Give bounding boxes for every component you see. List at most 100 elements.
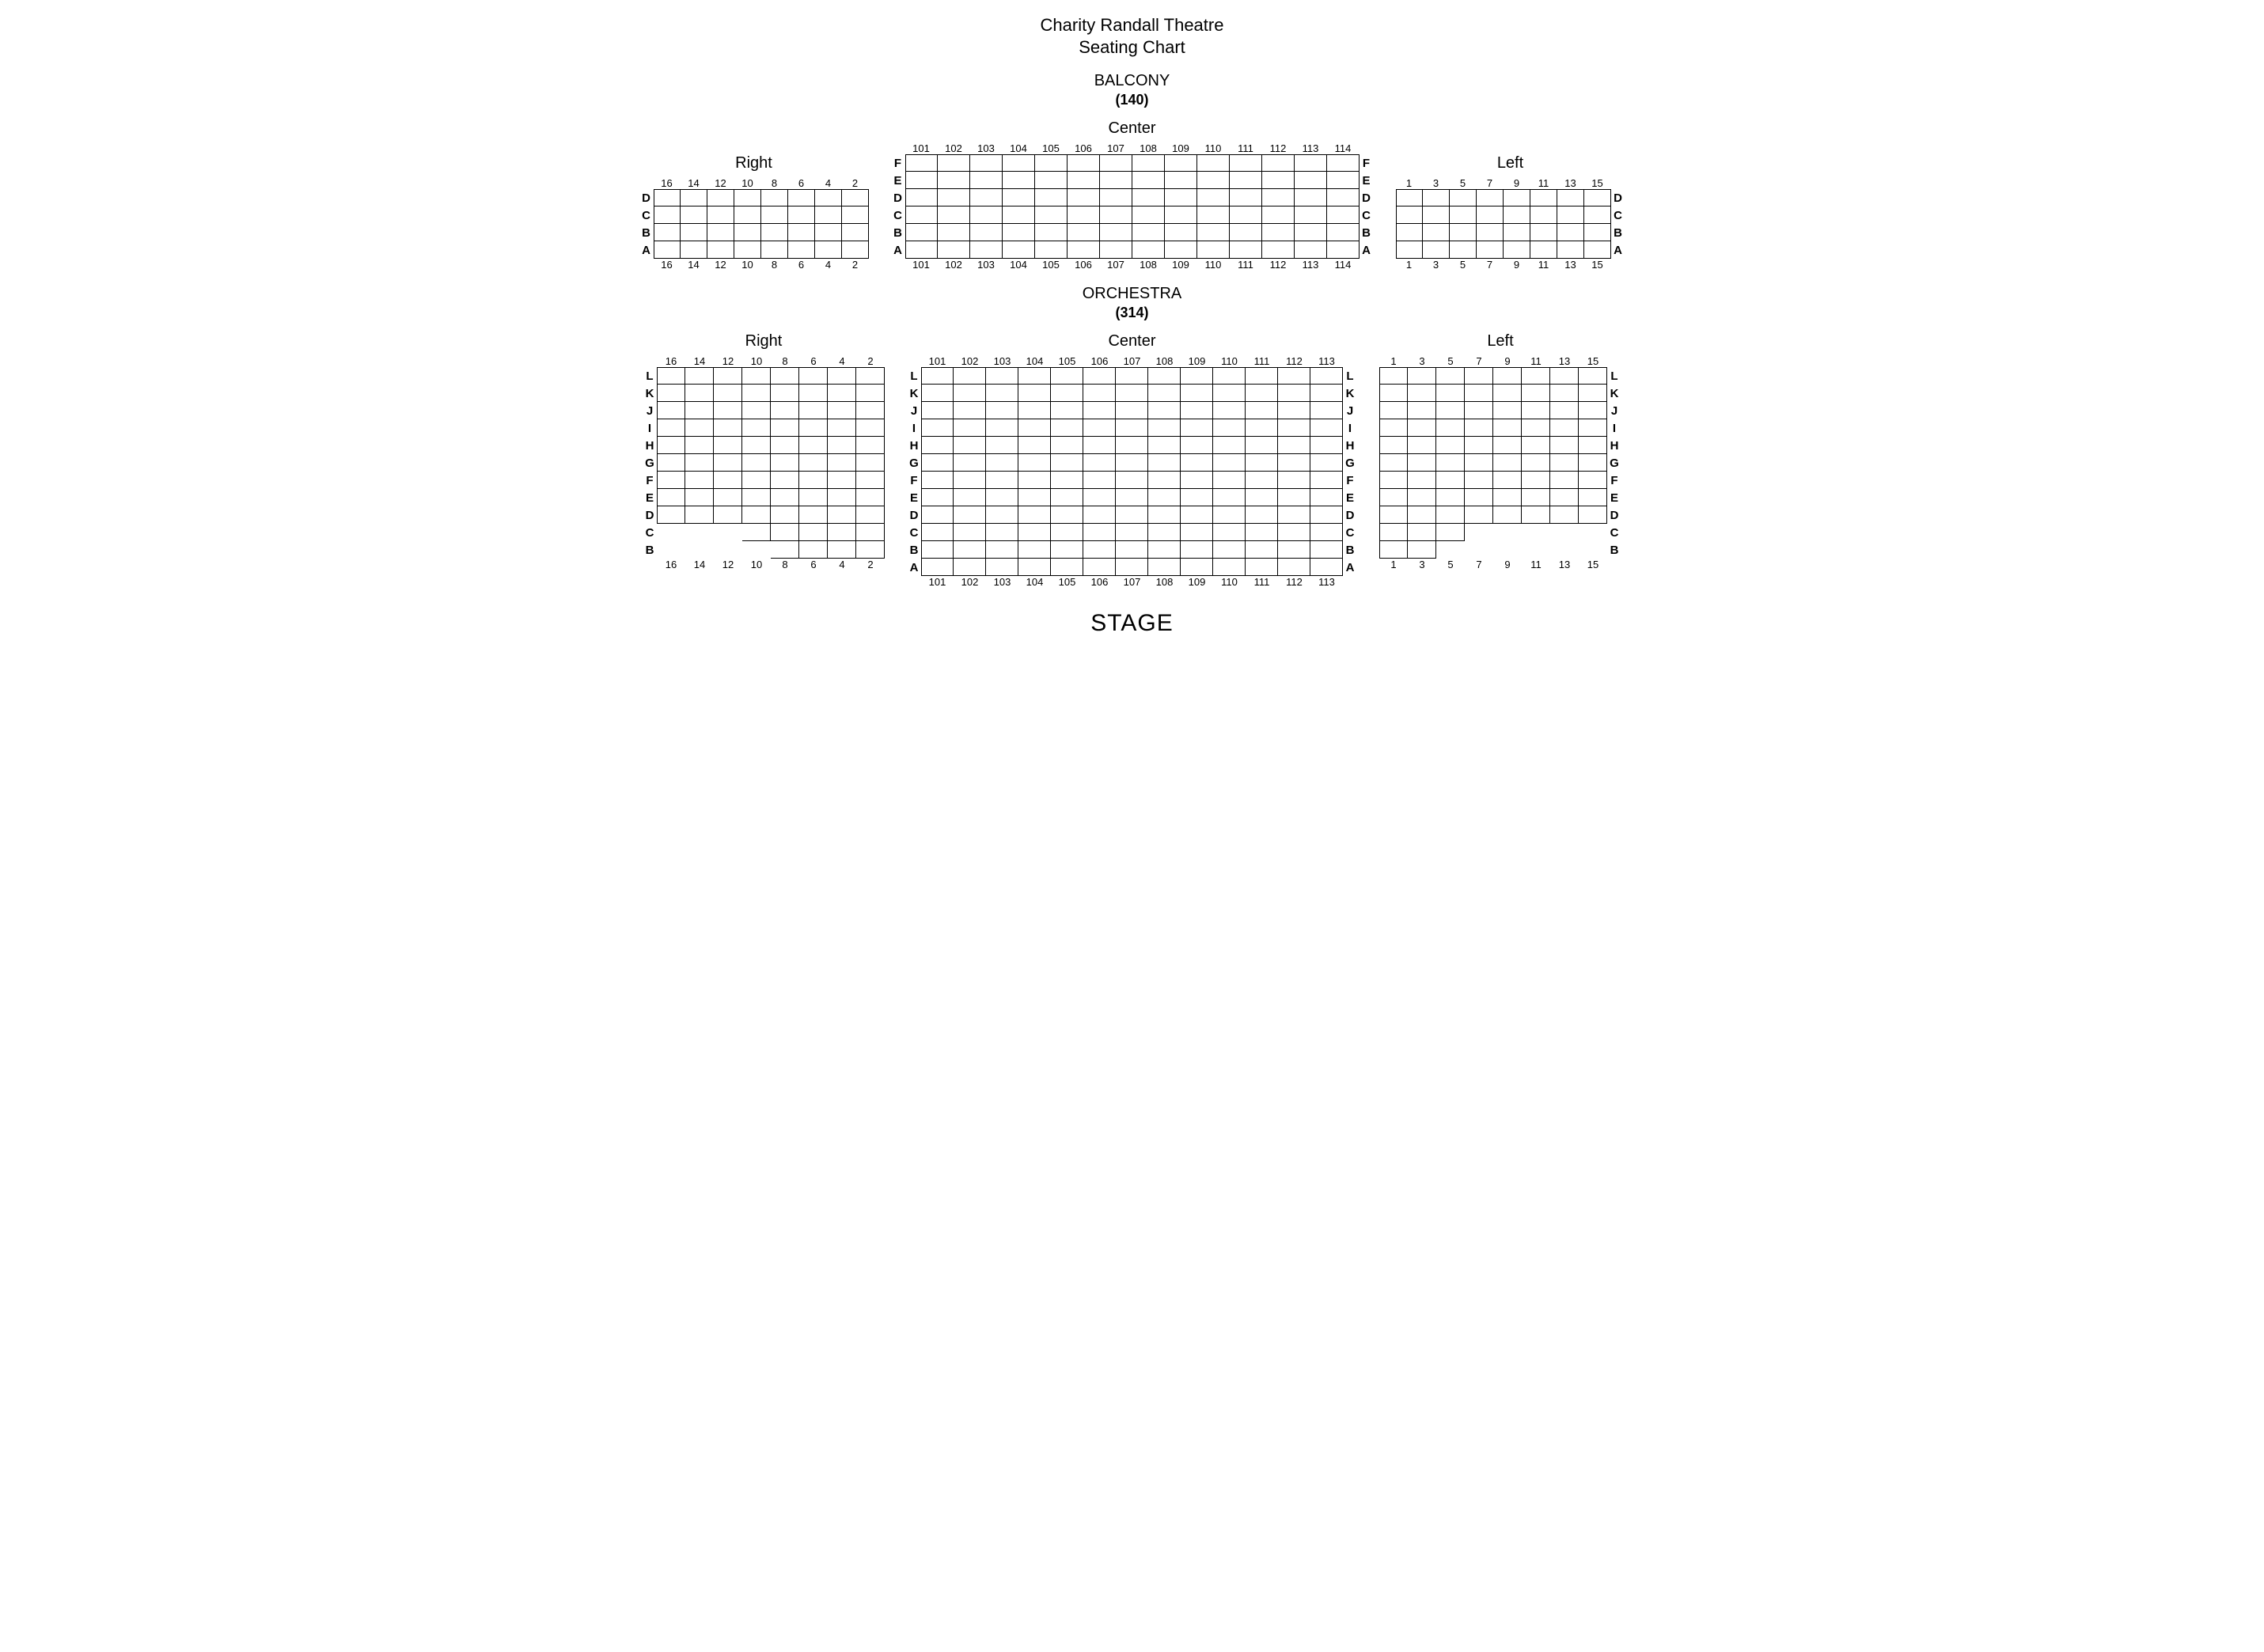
seat-cell <box>761 241 788 259</box>
grid-orchestra-left-row <box>1379 454 1607 472</box>
seat-cell <box>1379 385 1408 402</box>
seat-cell <box>1493 472 1522 489</box>
seat-cell <box>1436 506 1465 524</box>
seat-blank <box>1493 524 1522 541</box>
seat-cell <box>921 506 954 524</box>
rows-left-orchestra-right-row: E <box>643 489 657 506</box>
rows-left-orchestra-right-row: G <box>643 454 657 472</box>
rows-left-orchestra-center-row: F <box>907 472 921 489</box>
seat-cell <box>657 489 685 506</box>
grid-orchestra-right-row <box>657 541 885 559</box>
rows-left-orchestra-right: LKJIHGFEDCB <box>643 367 657 559</box>
cols-bottom-orchestra-center-col: 113 <box>1310 576 1343 588</box>
seat-cell <box>1530 189 1557 206</box>
cols-top-orchestra-center-col: 109 <box>1181 355 1213 367</box>
seat-cell <box>1132 172 1165 189</box>
seat-cell <box>742 472 771 489</box>
cols-bottom-balcony-right-col: 16 <box>654 259 681 271</box>
seat-cell <box>734 189 761 206</box>
seat-cell <box>1083 367 1116 385</box>
seat-cell <box>1436 524 1465 541</box>
block-label: Left <box>1497 154 1523 172</box>
seat-cell <box>1018 385 1051 402</box>
seat-cell <box>1083 541 1116 559</box>
seat-cell <box>1197 206 1230 224</box>
seat-cell <box>1379 437 1408 454</box>
seat-cell <box>1213 506 1246 524</box>
seat-cell <box>1379 402 1408 419</box>
grid-balcony-left-row <box>1396 189 1611 206</box>
cols-top-balcony-center: 1011021031041051061071081091101111121131… <box>905 142 1360 154</box>
stage-label: STAGE <box>650 610 1615 637</box>
rows-right-orchestra-left-row: J <box>1607 402 1621 419</box>
seat-cell <box>828 472 856 489</box>
seat-cell <box>842 206 869 224</box>
seat-cell <box>986 559 1018 576</box>
seat-cell <box>986 541 1018 559</box>
cols-bottom-balcony-left: 13579111315 <box>1396 259 1611 271</box>
seat-cell <box>799 385 828 402</box>
cols-bottom-balcony-right-col: 8 <box>761 259 788 271</box>
cols-top-orchestra-center-col: 108 <box>1148 355 1181 367</box>
seat-cell <box>1550 367 1579 385</box>
section-band-orchestra: Right161412108642LKJIHGFEDCB161412108642… <box>650 332 1615 588</box>
seat-cell <box>1132 154 1165 172</box>
seat-cell <box>1436 402 1465 419</box>
grid-orchestra-center-row <box>921 524 1343 541</box>
seat-cell <box>1197 172 1230 189</box>
seat-cell <box>1246 559 1278 576</box>
seat-cell <box>856 472 885 489</box>
seat-cell <box>1522 506 1550 524</box>
seat-cell <box>799 402 828 419</box>
seat-cell <box>1246 437 1278 454</box>
seat-cell <box>1579 472 1607 489</box>
seat-cell <box>1181 385 1213 402</box>
cols-top-balcony-center-col: 113 <box>1295 142 1327 154</box>
seat-cell <box>921 385 954 402</box>
seat-cell <box>1148 541 1181 559</box>
gridwrap-orchestra-right: LKJIHGFEDCB <box>643 367 885 559</box>
seat-cell <box>1018 367 1051 385</box>
seat-cell <box>1100 224 1132 241</box>
seat-cell <box>1035 189 1068 206</box>
cols-bottom-balcony-center: 1011021031041051061071081091101111121131… <box>905 259 1360 271</box>
seat-cell <box>657 472 685 489</box>
seat-cell <box>1116 385 1148 402</box>
cols-bottom-orchestra-right-col: 10 <box>742 559 771 570</box>
rows-left-balcony-right-row: D <box>639 189 654 206</box>
seat-cell <box>1584 189 1611 206</box>
seat-cell <box>707 241 734 259</box>
cols-bottom-balcony-center-col: 104 <box>1003 259 1035 271</box>
seat-cell <box>1522 385 1550 402</box>
seat-cell <box>1310 437 1343 454</box>
cols-bottom-balcony-center-col: 110 <box>1197 259 1230 271</box>
cols-top-orchestra-right-col: 2 <box>856 355 885 367</box>
rows-left-balcony-right-row: B <box>639 224 654 241</box>
seat-cell <box>1083 402 1116 419</box>
cols-bottom-orchestra-left-col: 5 <box>1436 559 1465 570</box>
grid-orchestra-center-row <box>921 454 1343 472</box>
cols-top-orchestra-center-col: 110 <box>1213 355 1246 367</box>
seat-cell <box>1278 402 1310 419</box>
rows-right-balcony-center: FEDCBA <box>1360 154 1374 259</box>
seat-blank <box>1579 541 1607 559</box>
seat-cell <box>685 385 714 402</box>
grid-orchestra-left-row <box>1379 506 1607 524</box>
seat-cell <box>921 402 954 419</box>
grid-orchestra-left-row <box>1379 367 1607 385</box>
seat-cell <box>681 241 707 259</box>
cols-bottom-wrap: 1011021031041051061071081091101111121131… <box>891 259 1374 271</box>
seat-blank <box>1550 541 1579 559</box>
seat-cell <box>828 402 856 419</box>
seat-cell <box>1295 172 1327 189</box>
rows-left-orchestra-center-row: D <box>907 506 921 524</box>
section-count: (314) <box>650 305 1615 321</box>
seat-cell <box>986 385 1018 402</box>
grid-orchestra-right-row <box>657 524 885 541</box>
seat-cell <box>1379 472 1408 489</box>
cols-top-orchestra-right-col: 6 <box>799 355 828 367</box>
seat-cell <box>1327 172 1360 189</box>
rows-left-balcony-center: FEDCBA <box>891 154 905 259</box>
seat-cell <box>921 489 954 506</box>
cols-top-orchestra-right-col: 12 <box>714 355 742 367</box>
